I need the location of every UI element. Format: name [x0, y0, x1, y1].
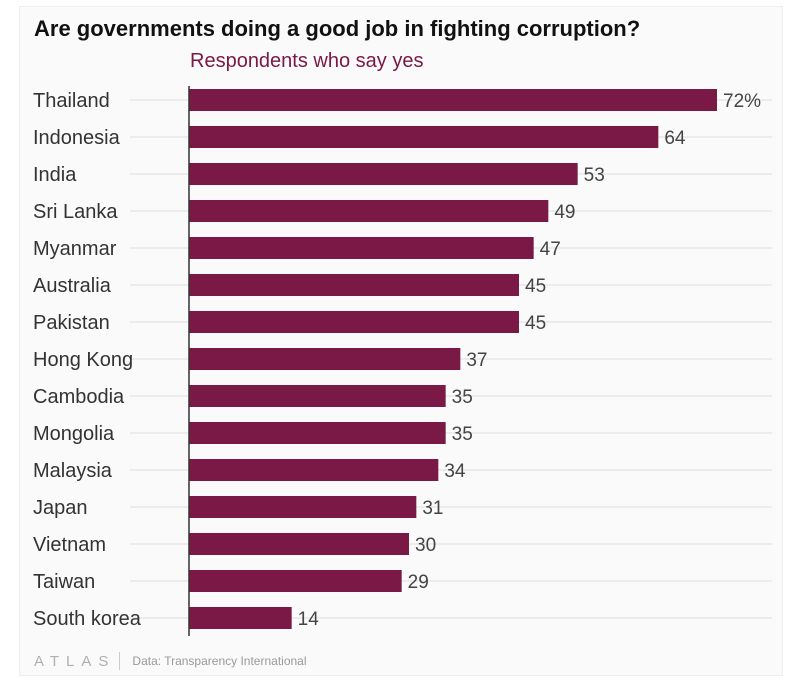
bar [189, 607, 292, 629]
chart-frame [19, 6, 783, 676]
bar [189, 200, 549, 222]
chart-footer: ATLAS Data: Transparency International [34, 652, 307, 670]
bar [189, 422, 446, 444]
bar [189, 237, 534, 259]
chart-title: Are governments doing a good job in figh… [34, 16, 641, 41]
value-label: 34 [444, 461, 466, 482]
category-label: Vietnam [33, 534, 106, 556]
category-label: India [33, 164, 77, 186]
value-label: 47 [540, 239, 561, 260]
category-label: Thailand [33, 90, 110, 112]
bar [189, 274, 519, 296]
bar [189, 126, 659, 148]
bar [189, 533, 409, 555]
value-label: 53 [584, 165, 605, 186]
category-label: Australia [33, 275, 112, 297]
bar [189, 570, 402, 592]
value-label: 45 [525, 276, 546, 297]
category-label: Taiwan [33, 571, 95, 593]
value-label: 72% [723, 91, 761, 112]
category-label: Sri Lanka [33, 201, 118, 223]
category-label: Pakistan [33, 312, 110, 334]
value-label: 29 [408, 572, 429, 593]
value-label: 35 [452, 387, 473, 408]
bar [189, 496, 417, 518]
value-label: 49 [554, 202, 575, 223]
bar [189, 348, 461, 370]
category-label: Myanmar [33, 238, 117, 260]
bar [189, 89, 717, 111]
category-label: Malaysia [33, 460, 113, 482]
category-label: Indonesia [33, 127, 121, 149]
value-label: 35 [452, 424, 473, 445]
value-label: 30 [415, 535, 436, 556]
value-label: 37 [466, 350, 487, 371]
atlas-logo: ATLAS [34, 652, 116, 670]
value-label: 64 [664, 128, 686, 149]
category-label: Mongolia [33, 423, 115, 445]
category-label: Japan [33, 497, 88, 519]
bar [189, 385, 446, 407]
value-label: 31 [422, 498, 443, 519]
value-label: 14 [298, 609, 320, 630]
bar [189, 459, 439, 481]
category-label: Hong Kong [33, 349, 133, 371]
value-label: 45 [525, 313, 546, 334]
chart-subtitle: Respondents who say yes [190, 50, 424, 72]
bar [189, 311, 519, 333]
source-note: Data: Transparency International [132, 654, 307, 668]
category-label: Cambodia [33, 386, 125, 408]
bar [189, 163, 578, 185]
footer-divider [119, 652, 121, 670]
category-label: South korea [33, 608, 142, 630]
